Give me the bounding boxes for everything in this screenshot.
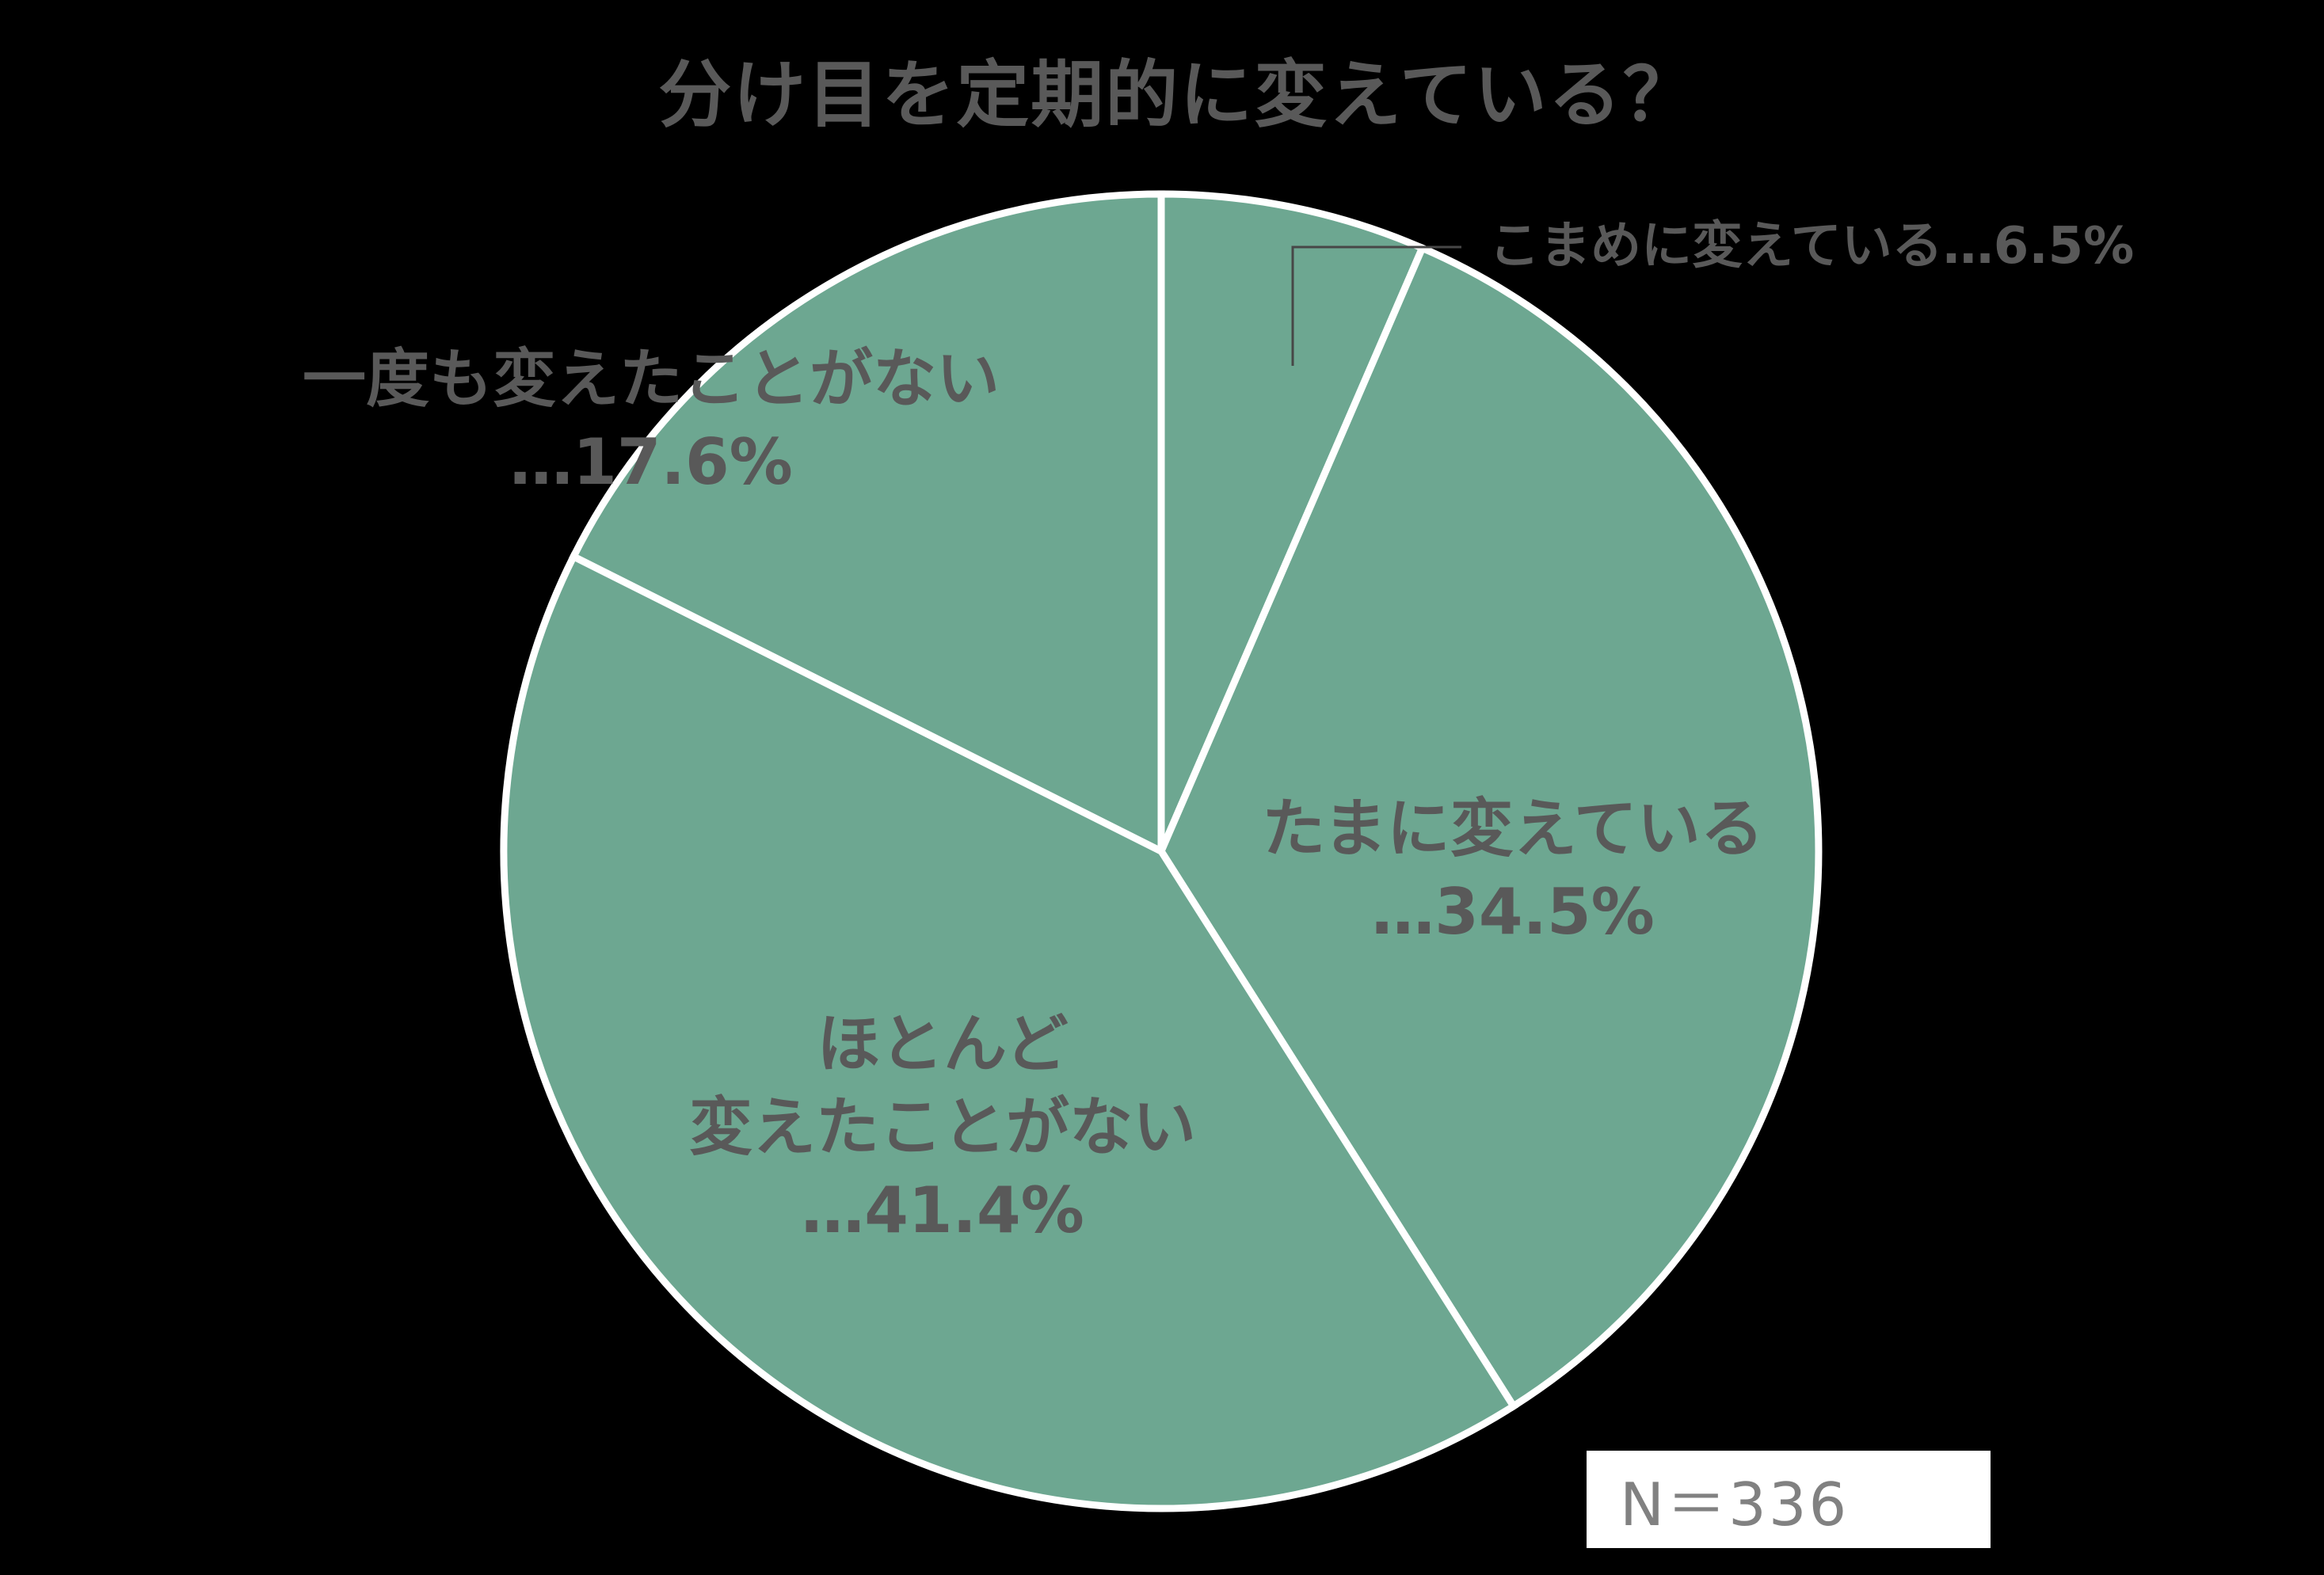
label-line: …34.5%: [1371, 875, 1655, 949]
label-line: 一度も変えたことがない: [303, 342, 1000, 417]
label-line: …17.6%: [509, 425, 793, 499]
sample-size-box: N＝336: [1587, 1451, 1991, 1548]
chart-title: 分け目を定期的に変えている？: [658, 52, 1697, 138]
pie-slice-1-komame: [1157, 190, 1427, 853]
label-line: たまに変えている: [1262, 792, 1764, 866]
label-hotondo-kaeta-koto-ga-nai: ほとんど 変えたことがない …41.4%: [689, 1003, 1196, 1252]
label-line: …41.4%: [801, 1173, 1084, 1247]
pie-slices: [500, 190, 1823, 1512]
label-line: 変えたことがない: [689, 1090, 1196, 1164]
label-line: ほとんど: [817, 1006, 1069, 1081]
label-ichido-mo-kaeta-koto-ga-nai: 一度も変えたことがない …17.6%: [303, 338, 1000, 504]
callout-leader-line: [1291, 245, 1461, 366]
pie-slice-4-ichido: [569, 190, 1165, 858]
label-komame-ni-kaeteiru: こまめに変えている…6.5%: [1489, 217, 2135, 276]
label-tamani-kaeteiru: たまに変えている …34.5%: [1262, 788, 1764, 954]
pie-slice-2-tamani: [1156, 243, 1823, 1412]
sample-size-label: N＝336: [1620, 1470, 1850, 1539]
pie-slice-3-hotondo: [500, 551, 1518, 1512]
